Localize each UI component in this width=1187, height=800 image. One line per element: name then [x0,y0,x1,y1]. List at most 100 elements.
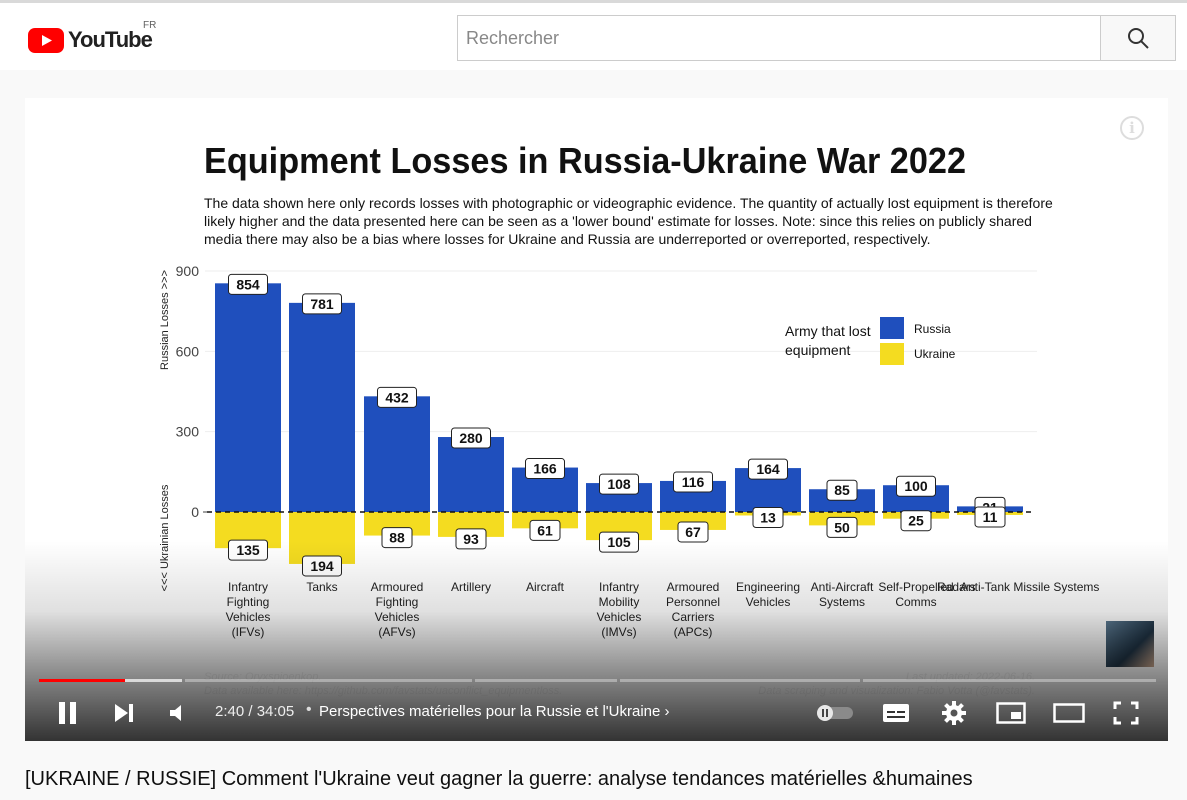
skip-next-icon [115,704,133,722]
chapter-segment [620,679,860,682]
info-icon[interactable]: i [1120,116,1144,140]
data-label-ukraine-box [752,506,784,528]
bar-russia [289,302,355,512]
x-tick-label: Fighting [376,595,419,609]
progress-played [39,679,125,682]
search-input[interactable] [458,16,1101,60]
x-tick-label: Carriers [672,610,715,624]
bar-russia [438,437,504,512]
pause-button[interactable] [53,698,83,728]
x-tick-label: (IFVs) [232,625,265,639]
subtitles-button[interactable] [881,698,911,728]
y-tick-label: 600 [176,343,200,359]
chapter-segment [475,679,617,682]
player-controls: 2:40 / 34:05 • Perspectives matérielles … [25,692,1168,734]
x-tick-label: Engineering [736,580,800,594]
chart-title: Equipment Losses in Russia-Ukraine War 2… [204,140,966,181]
data-label-ukraine: 25 [908,513,924,529]
data-label-russia-box [228,273,268,295]
miniplayer-button[interactable] [995,698,1027,728]
chart-subtitle-line: The data shown here only records losses … [204,195,1053,211]
autoplay-toggle[interactable] [815,700,855,726]
data-label-russia: 166 [533,461,557,477]
x-tick-label: Fighting [227,595,270,609]
x-tick-label: Comms [895,595,936,609]
x-tick-label: Vehicles [597,610,642,624]
data-label-russia: 100 [904,478,928,494]
volume-button[interactable] [163,698,193,728]
data-label-ukraine-box [900,510,932,532]
x-tick-label: Anti-Tank Missile Systems [960,580,1099,594]
youtube-play-icon [28,27,64,53]
subtitles-icon [883,704,909,722]
equipment-losses-chart: Equipment Losses in Russia-Ukraine War 2… [159,140,1099,697]
fullscreen-button[interactable] [1111,698,1141,728]
legend-label-russia: Russia [914,322,951,336]
data-label-russia-box [377,386,417,408]
x-tick-label: Systems [819,595,865,609]
data-label-russia: 854 [236,276,260,292]
legend-title: equipment [785,342,850,358]
chapter-separator: • [306,701,312,718]
data-label-russia-box [748,458,788,480]
data-label-russia-box [673,471,713,493]
x-tick-label: Armoured [371,580,424,594]
chapter-title[interactable]: Perspectives matérielles pour la Russie … [319,703,670,720]
theater-mode-button[interactable] [1052,698,1086,728]
y-axis-label-top: Russian Losses >>> [159,270,171,370]
progress-bar[interactable] [39,678,1156,684]
y-tick-label: 0 [191,504,199,520]
data-label-ukraine: 194 [310,558,334,574]
chart-subtitle-line: likely higher and the data presented her… [204,213,1032,229]
data-label-ukraine: 88 [389,530,405,546]
data-label-russia-box [525,458,565,480]
x-tick-label: Anti-Aircraft [811,580,874,594]
video-title: [UKRAINE / RUSSIE] Comment l'Ukraine veu… [25,768,973,790]
masthead: YouTube FR [0,0,1187,70]
x-tick-label: Aircraft [526,580,565,594]
data-label-russia: 116 [682,474,705,490]
y-axis-label-bottom: <<< Ukrainian Losses [159,484,171,591]
data-label-ukraine: 61 [537,522,553,538]
x-tick-label: Armoured [667,580,720,594]
miniplayer-icon [996,702,1026,724]
x-tick-label: Artillery [451,580,491,594]
data-label-russia: 85 [834,482,850,498]
data-label-russia: 280 [459,430,483,446]
bar-ukraine [364,512,430,536]
country-code: FR [143,20,157,31]
x-tick-label: Vehicles [375,610,420,624]
channel-watermark[interactable] [1106,621,1154,667]
pause-icon [59,702,76,724]
data-label-ukraine-box [826,516,858,538]
video-player[interactable]: Equipment Losses in Russia-Ukraine War 2… [25,98,1168,741]
next-button[interactable] [109,698,139,728]
data-label-russia: 432 [385,389,409,405]
settings-button[interactable] [939,698,969,728]
gear-icon [942,701,966,725]
youtube-logo[interactable]: YouTube [28,27,153,53]
chevron-right-icon: › [664,703,670,720]
legend-title: Army that lost [785,323,871,339]
data-label-ukraine: 13 [760,509,776,525]
x-tick-label: (AFVs) [378,625,415,639]
data-label-ukraine: 105 [607,534,631,550]
data-label-ukraine: 11 [983,509,998,525]
data-label-russia-box [302,293,342,315]
x-tick-label: Mobility [599,595,640,609]
data-label-ukraine: 93 [463,531,479,547]
theater-mode-icon [1053,703,1085,723]
chapter-label: Perspectives matérielles pour la Russie … [319,703,661,720]
legend-swatch-russia [880,317,904,339]
data-label-russia-box [896,475,936,497]
data-label-russia: 781 [310,296,334,312]
x-tick-label: (IMVs) [601,625,636,639]
bar-ukraine [660,512,726,530]
data-label-ukraine-box [529,519,561,541]
search-box[interactable] [457,15,1101,61]
search-button[interactable] [1100,15,1176,61]
chapter-segment [863,679,1156,682]
logo-text: YouTube [68,27,153,52]
x-tick-label: (APCs) [674,625,713,639]
y-tick-label: 900 [176,263,200,279]
